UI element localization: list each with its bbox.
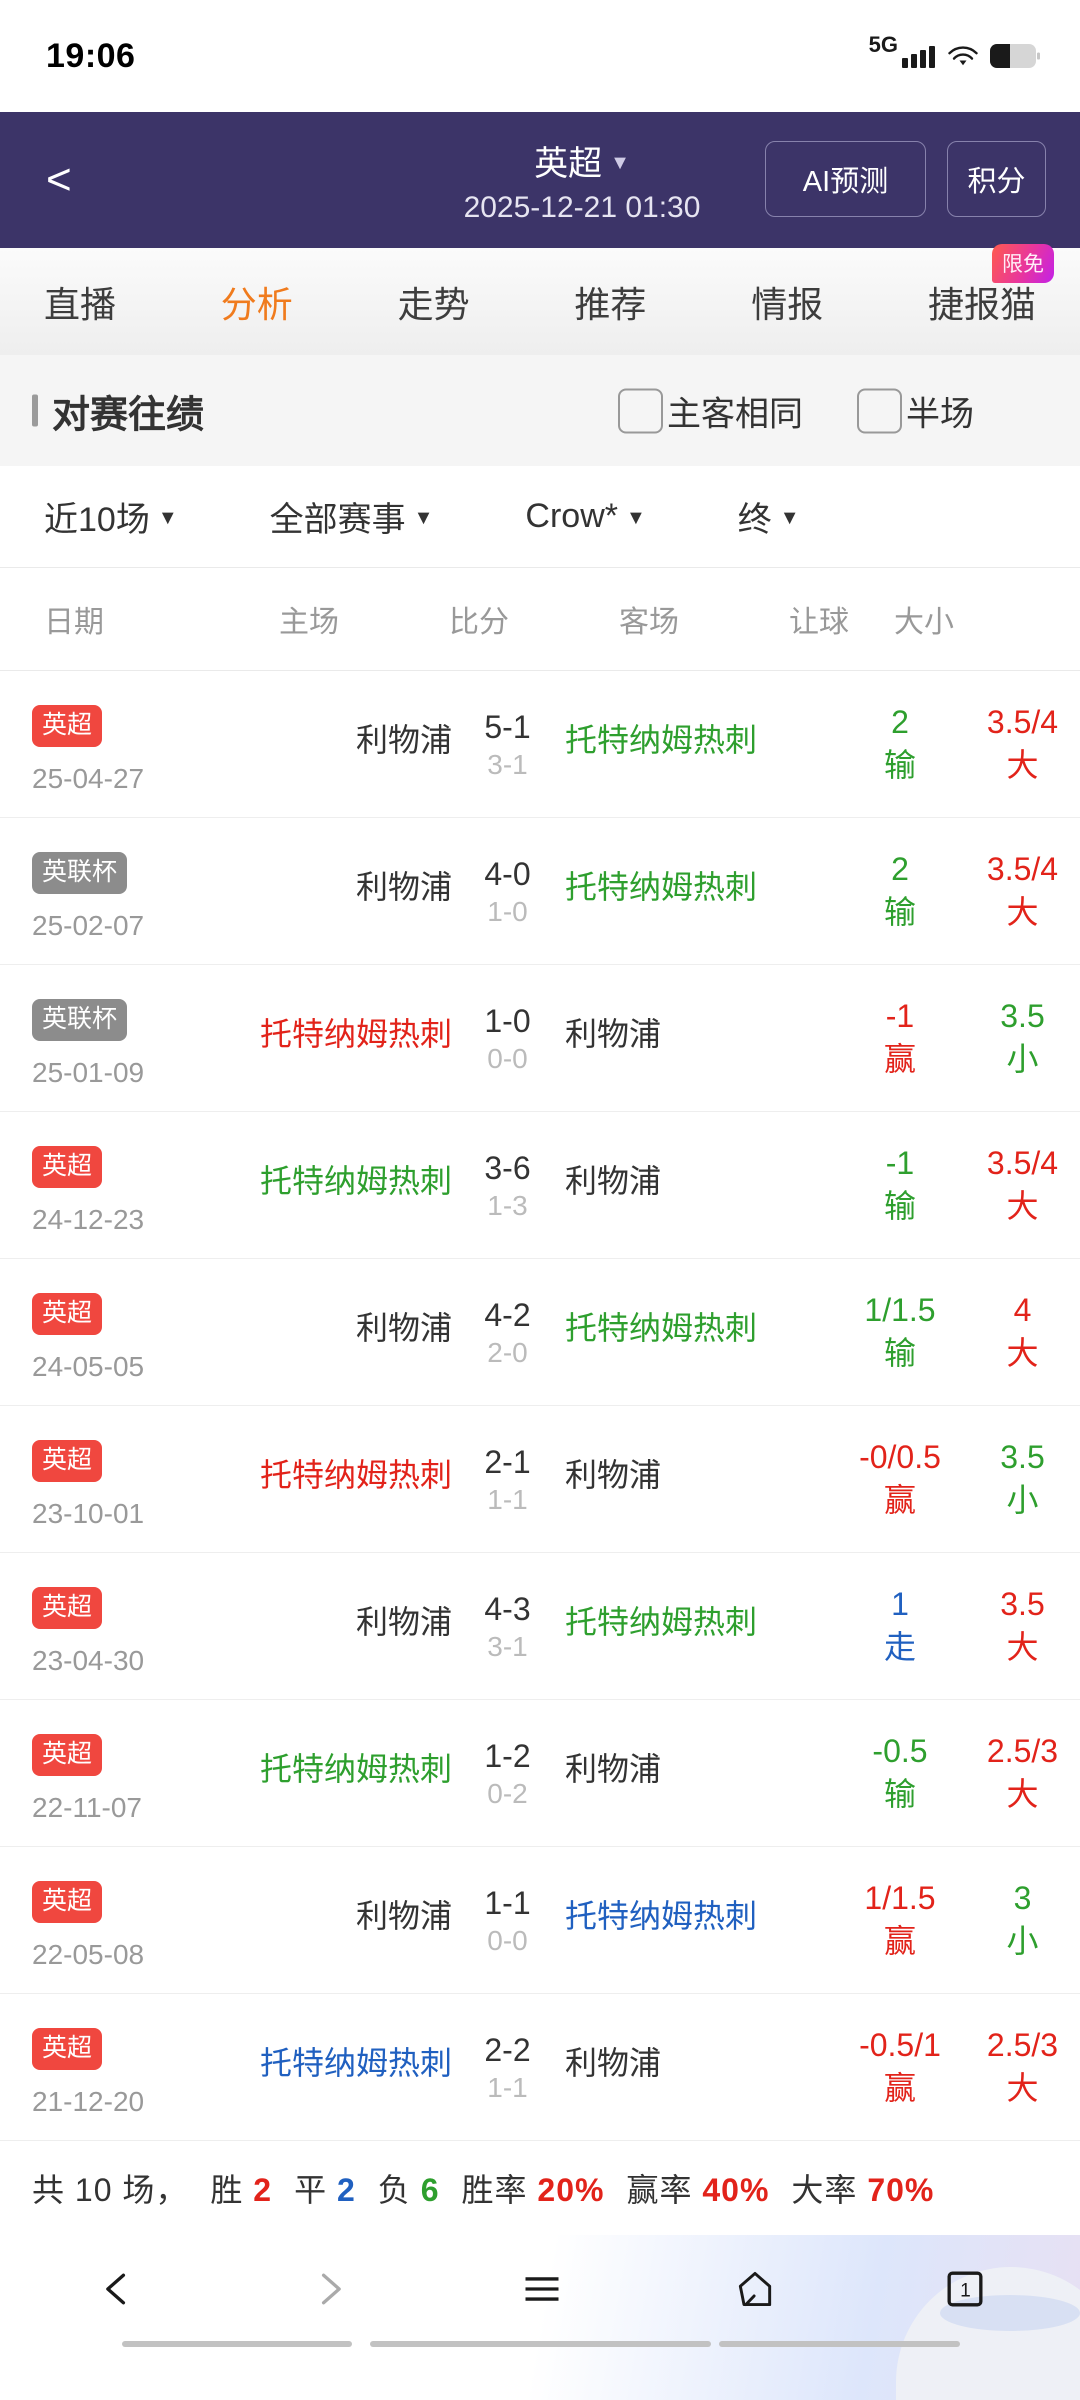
svg-text:1: 1 xyxy=(960,2281,971,2302)
